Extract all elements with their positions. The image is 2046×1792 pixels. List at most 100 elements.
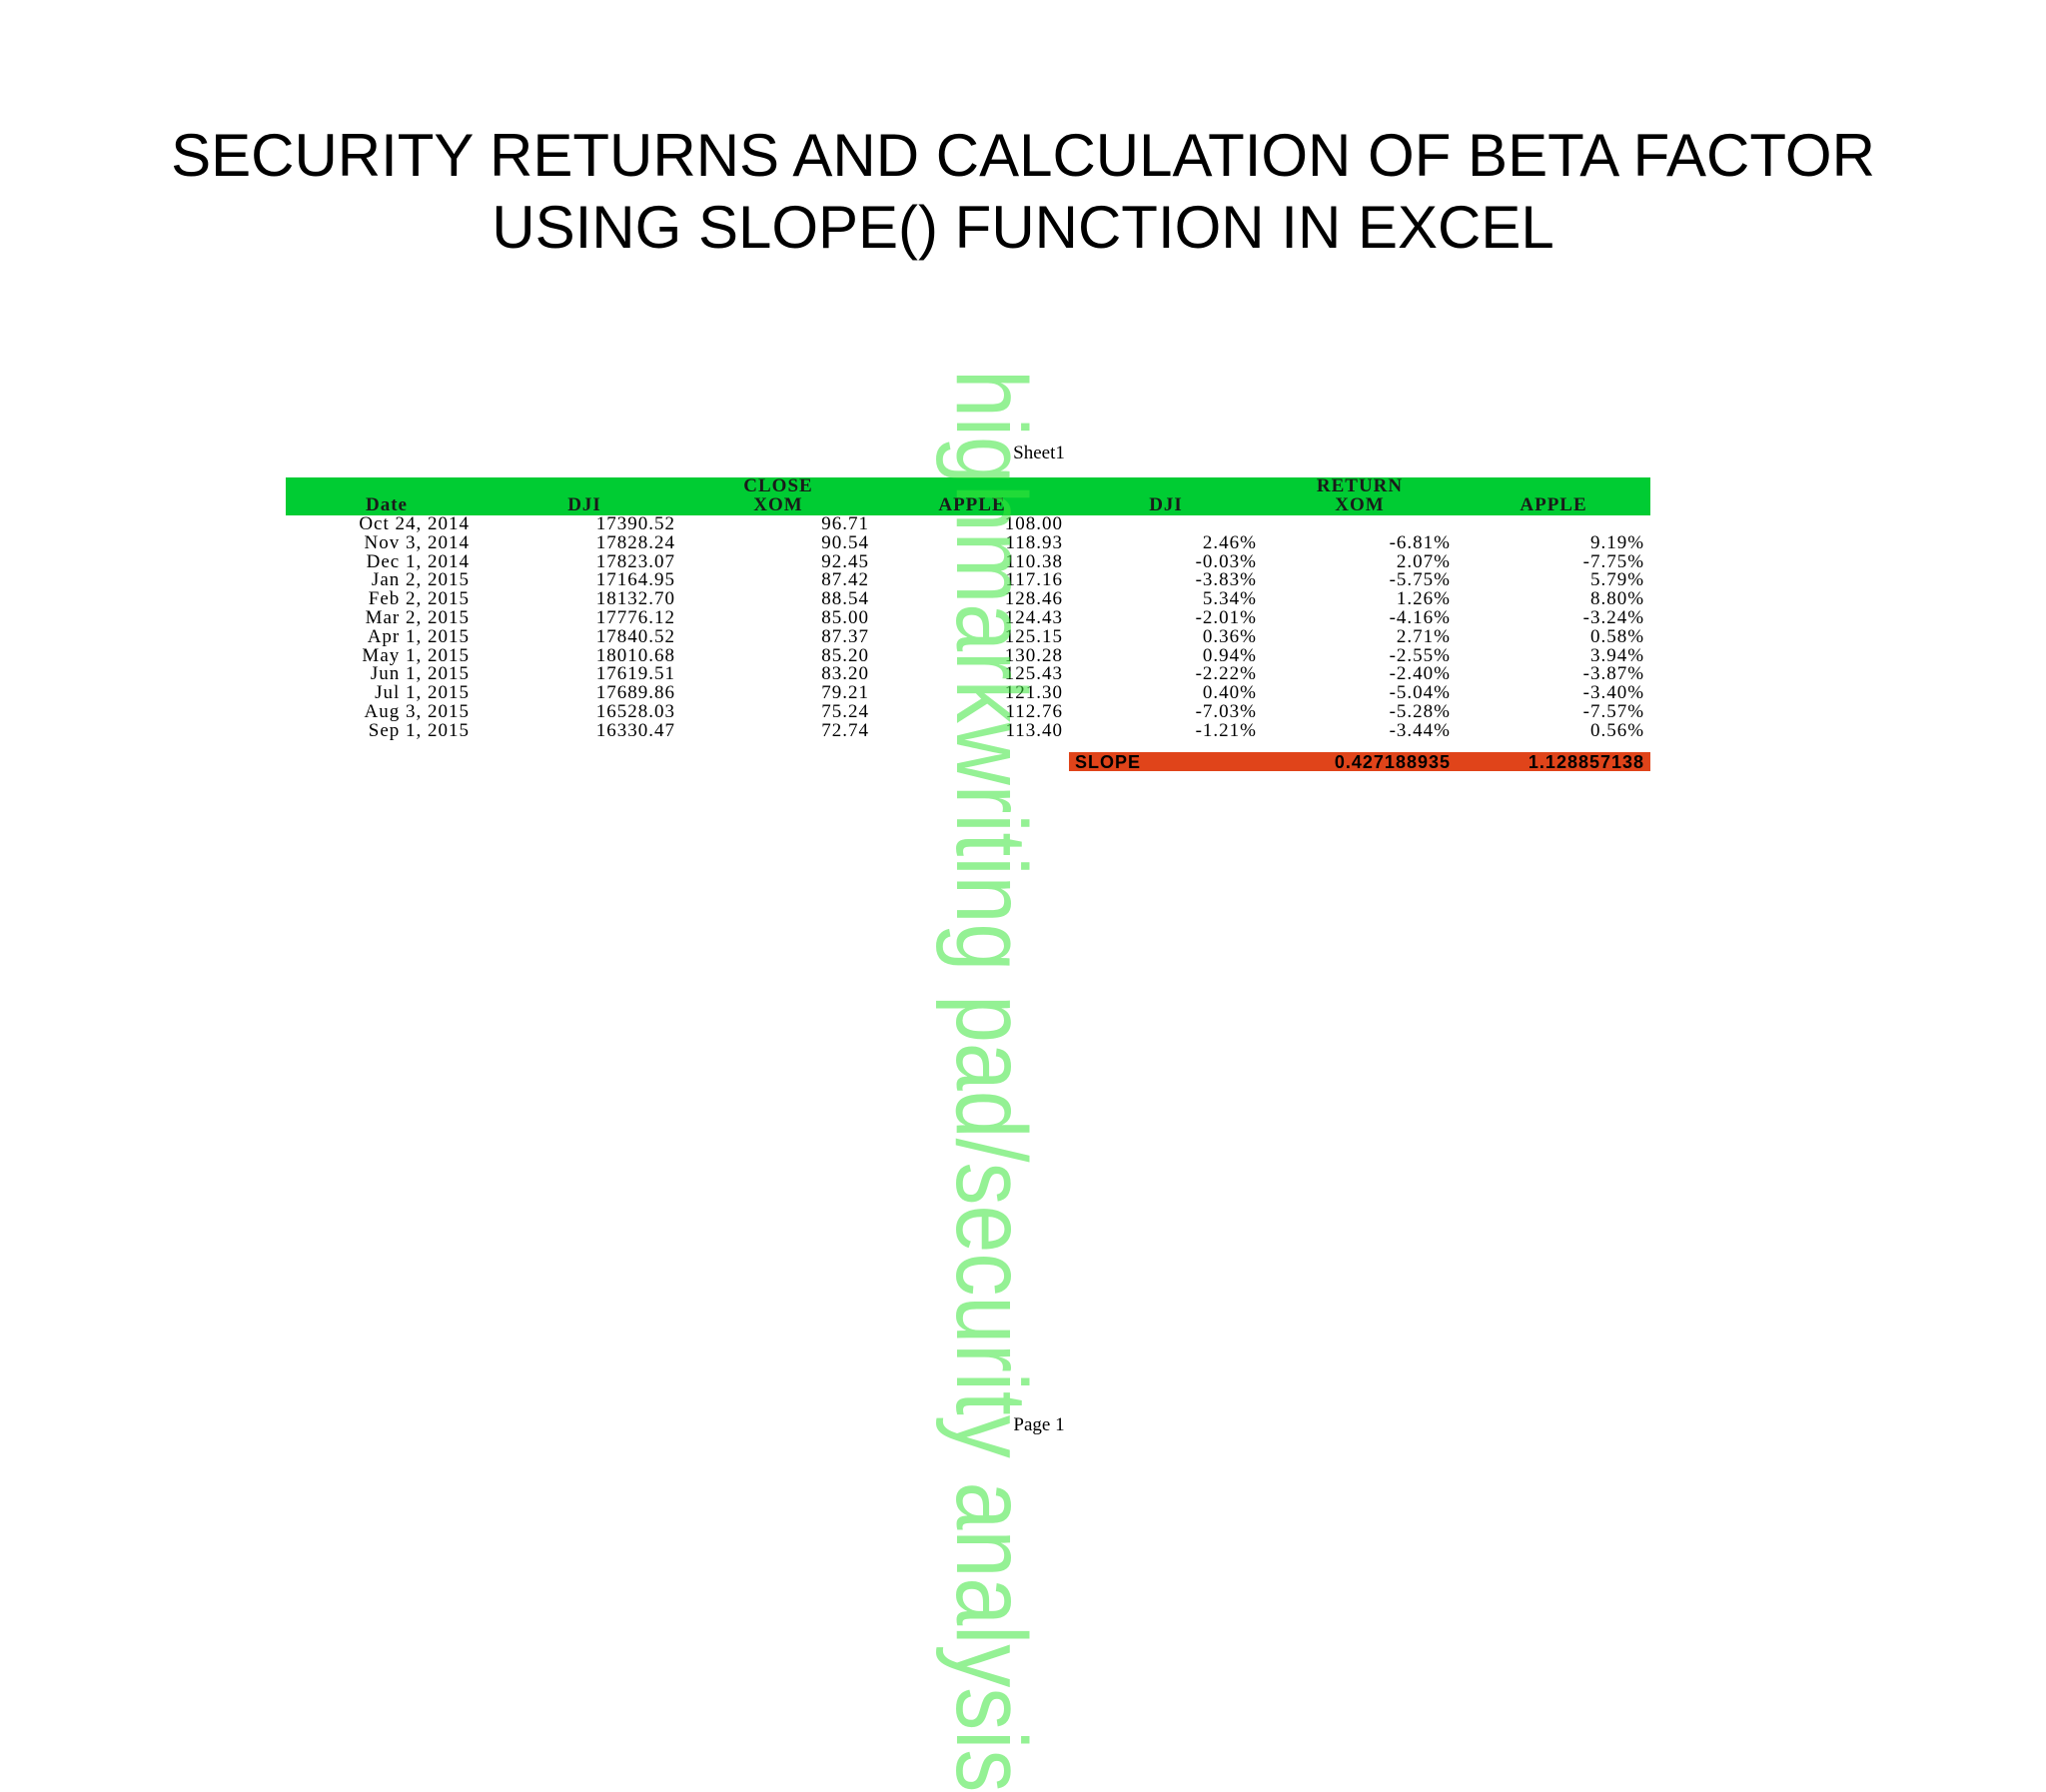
cell-r-xom: -6.81% bbox=[1389, 531, 1451, 553]
cell-r-apple: 5.79% bbox=[1589, 569, 1645, 591]
table-row: Feb 2, 2015 18132.70 88.54 128.46 5.34% 1.26%… bbox=[286, 588, 1650, 610]
cell-xom: 96.71 bbox=[821, 512, 869, 534]
cell-r-dji: 0.40% bbox=[1202, 682, 1257, 704]
cell-r-apple: -7.75% bbox=[1582, 550, 1645, 572]
cell-xom: 75.24 bbox=[821, 700, 869, 722]
cell-r-apple: 3.94% bbox=[1589, 644, 1645, 666]
slope-row: SLOPE 0.427188935 1.128857138 bbox=[286, 752, 1651, 771]
cell-dji: 17823.07 bbox=[595, 550, 675, 572]
cell-r-apple: 0.58% bbox=[1589, 625, 1645, 647]
cell-apple: 110.38 bbox=[1005, 550, 1063, 572]
cell-apple: 121.30 bbox=[1004, 682, 1063, 704]
cell-r-apple: -3.87% bbox=[1582, 663, 1645, 685]
table-row: May 1, 2015 18010.68 85.20 130.28 0.94% -2.55… bbox=[286, 646, 1650, 665]
cell-r-dji: 5.34% bbox=[1202, 588, 1257, 610]
cell-xom: 88.54 bbox=[821, 588, 869, 610]
cell-r-dji: -7.03% bbox=[1195, 700, 1257, 722]
cell-r-dji: 2.46% bbox=[1202, 531, 1257, 553]
table-row: Dec 1, 2014 17823.07 92.45 110.38 -0.03% 2.07… bbox=[286, 552, 1650, 571]
cell-r-xom: -5.75% bbox=[1389, 569, 1451, 591]
cell-r-apple: -3.24% bbox=[1582, 606, 1645, 628]
cell-r-dji bbox=[1069, 515, 1263, 534]
column-header-return-apple: APPLE bbox=[1520, 494, 1587, 516]
table-row: Jul 1, 2015 17689.86 79.21 121.30 0.40% -5.04… bbox=[286, 682, 1650, 704]
cell-xom: 85.00 bbox=[821, 606, 869, 628]
column-header-dji: DJI bbox=[567, 494, 601, 516]
group-header-row: CLOSE RETURN bbox=[286, 475, 1651, 497]
cell-r-dji: -2.22% bbox=[1195, 663, 1257, 685]
table-row: Apr 1, 2015 17840.52 87.37 125.15 0.36% 2.71%… bbox=[286, 627, 1650, 646]
cell-r-xom: -2.40% bbox=[1389, 663, 1451, 685]
spacer-row bbox=[286, 740, 1650, 752]
cell-xom: 72.74 bbox=[821, 719, 869, 741]
cell-date: Aug 3, 2015 bbox=[364, 700, 470, 722]
cell-date: May 1, 2015 bbox=[362, 644, 470, 666]
group-header-close: CLOSE bbox=[743, 475, 813, 497]
cell-date: Oct 24, 2014 bbox=[359, 512, 470, 534]
cell-r-xom: -2.55% bbox=[1389, 644, 1451, 666]
table-row: Jun 1, 2015 17619.51 83.20 125.43 -2.22% -2.4… bbox=[286, 663, 1650, 685]
column-header-return-xom: XOM bbox=[1335, 494, 1385, 516]
cell-xom: 85.20 bbox=[821, 644, 869, 666]
cell-r-dji: -2.01% bbox=[1195, 606, 1257, 628]
cell-dji: 17689.86 bbox=[595, 682, 675, 704]
sheet-name: Sheet1 bbox=[1013, 443, 1065, 463]
title-line-2: USING SLOPE() FUNCTION IN EXCEL bbox=[492, 194, 1554, 261]
cell-date: Nov 3, 2014 bbox=[364, 531, 470, 553]
cell-apple: 128.46 bbox=[1004, 588, 1063, 610]
cell-date: Mar 2, 2015 bbox=[365, 606, 470, 628]
cell-xom: 92.45 bbox=[821, 550, 869, 572]
group-header-return: RETURN bbox=[1316, 475, 1404, 497]
cell-r-xom: -4.16% bbox=[1389, 606, 1451, 628]
cell-apple: 112.76 bbox=[1005, 700, 1063, 722]
cell-dji: 18010.68 bbox=[595, 644, 675, 666]
cell-dji: 17828.24 bbox=[595, 531, 675, 553]
cell-r-dji: -0.03% bbox=[1195, 550, 1257, 572]
column-header-return-dji: DJI bbox=[1149, 494, 1183, 516]
cell-r-dji: -1.21% bbox=[1195, 719, 1257, 741]
cell-r-xom: -5.28% bbox=[1389, 700, 1451, 722]
cell-dji: 18132.70 bbox=[595, 588, 675, 610]
cell-r-apple: 8.80% bbox=[1589, 588, 1645, 610]
returns-table: CLOSE RETURN Date DJI XOM APPLE DJI XOM … bbox=[286, 475, 1651, 771]
cell-r-apple: -3.40% bbox=[1582, 682, 1645, 704]
table-row: Mar 2, 2015 17776.12 85.00 124.43 -2.01% -4.1… bbox=[286, 606, 1650, 628]
cell-apple: 108.00 bbox=[1004, 512, 1063, 534]
cell-r-apple: -7.57% bbox=[1582, 700, 1645, 722]
column-header-row: Date DJI XOM APPLE DJI XOM APPLE bbox=[286, 494, 1651, 516]
cell-r-dji: 0.94% bbox=[1202, 644, 1257, 666]
slope-apple: 1.128857138 bbox=[1457, 752, 1651, 771]
table-body: Oct 24, 2014 17390.52 96.71 108.00 Nov 3, 20… bbox=[286, 512, 1650, 741]
cell-dji: 17776.12 bbox=[595, 606, 675, 628]
cell-xom: 79.21 bbox=[821, 682, 869, 704]
cell-dji: 16528.03 bbox=[595, 700, 675, 722]
column-header-date: Date bbox=[366, 494, 408, 516]
cell-apple: 117.16 bbox=[1005, 569, 1063, 591]
cell-dji: 17164.95 bbox=[595, 569, 675, 591]
cell-r-apple: 9.19% bbox=[1589, 531, 1645, 553]
cell-xom: 90.54 bbox=[821, 531, 869, 553]
cell-date: Feb 2, 2015 bbox=[368, 588, 470, 610]
cell-r-apple: 0.56% bbox=[1589, 719, 1645, 741]
table-row: Jan 2, 2015 17164.95 87.42 117.16 -3.83% -5.7… bbox=[286, 569, 1650, 591]
table-row: Sep 1, 2015 16330.47 72.74 113.40 -1.21% -3.4… bbox=[286, 721, 1650, 740]
cell-date: Dec 1, 2014 bbox=[366, 550, 470, 572]
cell-date: Jun 1, 2015 bbox=[370, 663, 470, 685]
cell-date: Jan 2, 2015 bbox=[371, 569, 470, 591]
cell-apple: 118.93 bbox=[1005, 531, 1063, 553]
cell-r-xom: -3.44% bbox=[1389, 719, 1451, 741]
cell-r-xom: 2.71% bbox=[1396, 625, 1451, 647]
cell-date: Sep 1, 2015 bbox=[368, 719, 470, 741]
cell-r-dji: -3.83% bbox=[1195, 569, 1257, 591]
cell-r-xom: 2.07% bbox=[1396, 550, 1451, 572]
table-row: Aug 3, 2015 16528.03 75.24 112.76 -7.03% -5.2… bbox=[286, 700, 1650, 722]
cell-r-xom bbox=[1263, 515, 1457, 534]
cell-date: Jul 1, 2015 bbox=[375, 682, 470, 704]
cell-r-apple bbox=[1457, 515, 1650, 534]
cell-xom: 83.20 bbox=[821, 663, 869, 685]
table-row: Nov 3, 2014 17828.24 90.54 118.93 2.46% -6.81… bbox=[286, 533, 1650, 552]
cell-dji: 17840.52 bbox=[595, 625, 675, 647]
cell-r-dji: 0.36% bbox=[1202, 625, 1257, 647]
cell-xom: 87.42 bbox=[821, 569, 869, 591]
cell-apple: 124.43 bbox=[1004, 606, 1063, 628]
